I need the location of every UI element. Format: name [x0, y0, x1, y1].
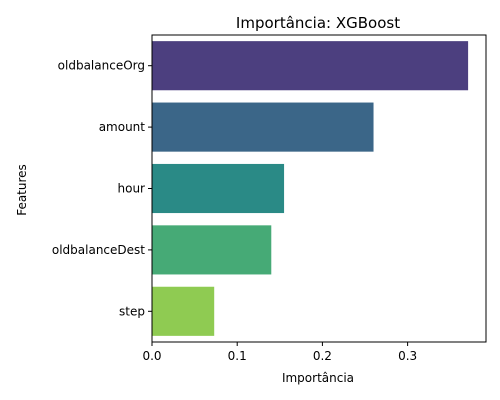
y-tick-label-oldbalancedest: oldbalanceDest [52, 243, 145, 257]
y-tick-label-oldbalanceorg: oldbalanceOrg [58, 59, 145, 73]
x-tick-label: 0.2 [313, 349, 332, 363]
bar-amount [152, 102, 374, 152]
x-tick-label: 0.0 [142, 349, 161, 363]
x-axis-label: Importância [282, 371, 354, 385]
y-tick-label-hour: hour [118, 182, 146, 196]
axes-frame [151, 34, 487, 343]
y-axis-ticks: oldbalanceOrg amount hour oldbalanceDest ste… [52, 59, 152, 318]
x-tick-label: 0.3 [398, 349, 417, 363]
bar-hour [152, 163, 285, 214]
x-tick-label: 0.1 [228, 349, 247, 363]
plot-border [151, 34, 487, 343]
bar-step [152, 286, 215, 336]
bar-oldbalancedest [152, 225, 272, 275]
bar-oldbalanceorg [152, 41, 469, 91]
y-tick-label-amount: amount [99, 120, 146, 134]
chart-title: Importância: XGBoost [236, 14, 400, 32]
y-tick-label-step: step [119, 304, 145, 318]
x-axis-ticks: 0.0 0.1 0.2 0.3 [142, 342, 417, 363]
y-axis-label: Features [15, 164, 29, 216]
bars-group [152, 41, 469, 336]
